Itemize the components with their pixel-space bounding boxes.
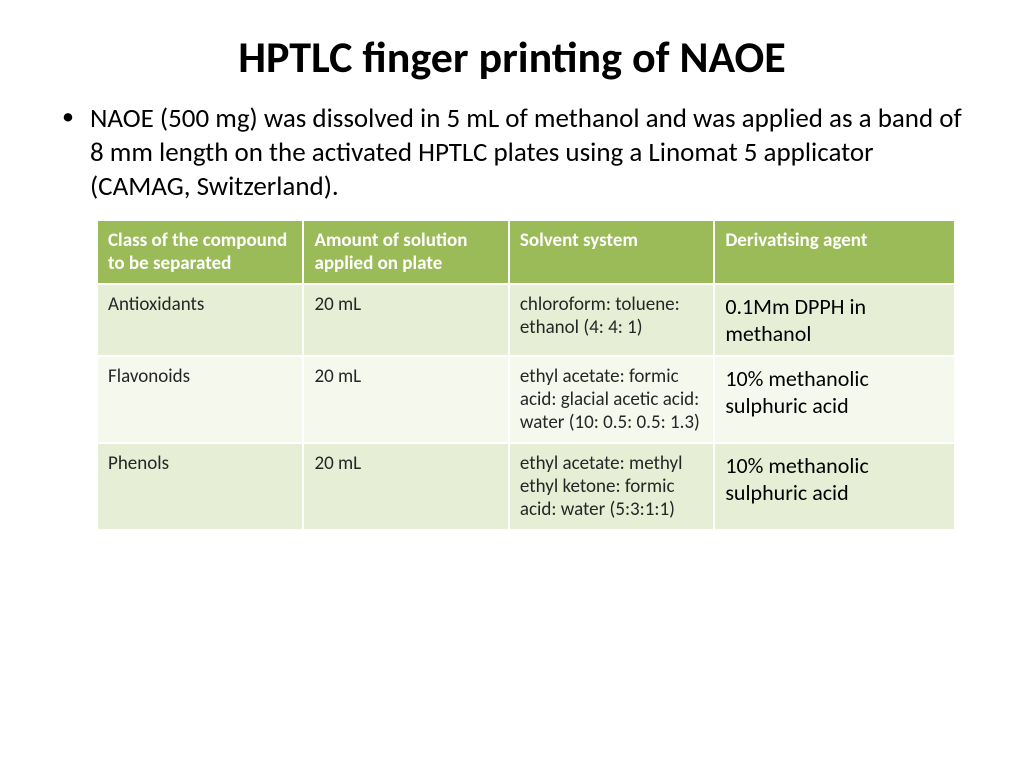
cell-class: Flavonoids	[98, 356, 303, 443]
table-row: Flavonoids 20 mL ethyl acetate: formic a…	[98, 356, 954, 443]
bullet-item: NAOE (500 mg) was dissolved in 5 mL of m…	[90, 102, 974, 203]
slide: HPTLC finger printing of NAOE NAOE (500 …	[0, 0, 1024, 768]
cell-amount: 20 mL	[303, 443, 508, 529]
bullet-list: NAOE (500 mg) was dissolved in 5 mL of m…	[50, 102, 974, 203]
cell-solvent: ethyl acetate: methyl ethyl ketone: form…	[509, 443, 714, 529]
table-row: Phenols 20 mL ethyl acetate: methyl ethy…	[98, 443, 954, 529]
table-container: Class of the compound to be separated Am…	[50, 221, 974, 529]
col-header-class: Class of the compound to be separated	[98, 221, 303, 284]
cell-agent: 0.1Mm DPPH in methanol	[714, 284, 954, 356]
cell-amount: 20 mL	[303, 356, 508, 443]
cell-solvent: chloroform: toluene: ethanol (4: 4: 1)	[509, 284, 714, 356]
table-row: Antioxidants 20 mL chloroform: toluene: …	[98, 284, 954, 356]
table-header-row: Class of the compound to be separated Am…	[98, 221, 954, 284]
slide-title: HPTLC finger printing of NAOE	[50, 30, 974, 84]
cell-amount: 20 mL	[303, 284, 508, 356]
col-header-amount: Amount of solution applied on plate	[303, 221, 508, 284]
cell-agent: 10% methanolic sulphuric acid	[714, 443, 954, 529]
col-header-solvent: Solvent system	[509, 221, 714, 284]
col-header-agent: Derivatising agent	[714, 221, 954, 284]
hptlc-table: Class of the compound to be separated Am…	[98, 221, 954, 529]
cell-solvent: ethyl acetate: formic acid: glacial acet…	[509, 356, 714, 443]
cell-class: Phenols	[98, 443, 303, 529]
cell-class: Antioxidants	[98, 284, 303, 356]
cell-agent: 10% methanolic sulphuric acid	[714, 356, 954, 443]
